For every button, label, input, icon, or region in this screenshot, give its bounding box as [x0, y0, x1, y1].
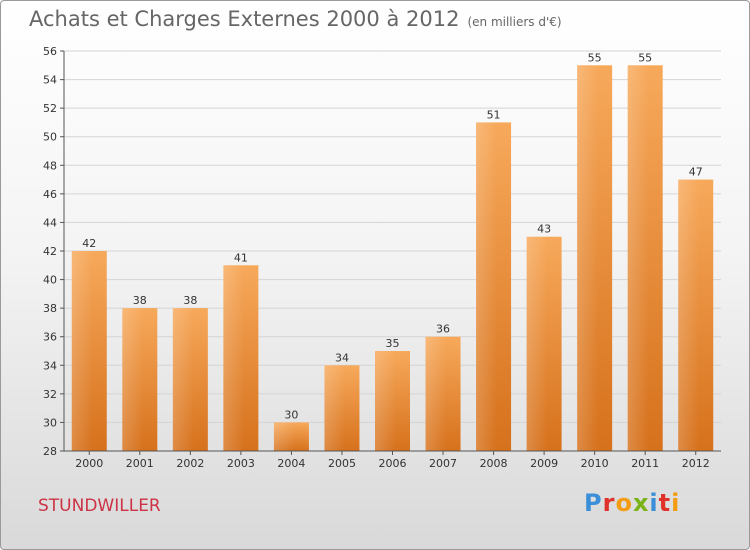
- x-tick-label: 2002: [176, 457, 204, 470]
- y-tick-label: 50: [43, 131, 57, 144]
- bar-highlight: [273, 422, 309, 451]
- x-tick-label: 2006: [379, 457, 407, 470]
- bar-value-label: 30: [284, 408, 298, 421]
- chart-title: Achats et Charges Externes 2000 à 2012 (e…: [29, 7, 562, 31]
- x-tick-label: 2009: [530, 457, 558, 470]
- x-tick-label: 2008: [480, 457, 508, 470]
- y-tick-label: 28: [43, 445, 57, 458]
- x-tick-label: 2001: [126, 457, 154, 470]
- bar-value-label: 35: [386, 337, 400, 350]
- y-tick-label: 32: [43, 388, 57, 401]
- x-tick-label: 2011: [631, 457, 659, 470]
- bar-highlight: [172, 308, 208, 451]
- bar-value-label: 55: [588, 51, 602, 64]
- bar-value-label: 43: [537, 223, 551, 236]
- y-tick-label: 44: [43, 216, 57, 229]
- bar-highlight: [324, 365, 360, 451]
- x-tick-label: 2010: [581, 457, 609, 470]
- bar-value-label: 38: [183, 294, 197, 307]
- bar-value-label: 55: [638, 51, 652, 64]
- bar-value-label: 34: [335, 351, 349, 364]
- bar-highlight: [375, 351, 410, 451]
- x-tick-label: 2005: [328, 457, 356, 470]
- proxiti-logo: Proxiti: [584, 489, 681, 517]
- bar-highlight: [223, 265, 259, 451]
- bar-value-label: 47: [689, 166, 703, 179]
- bar-highlight: [577, 65, 613, 452]
- y-tick-label: 46: [43, 188, 57, 201]
- bar-chart: 42 38 38 41 30 34 35 36 51 43 55 55 47 28 30 32 34 36 38 4…: [43, 45, 721, 470]
- y-tick-label: 42: [43, 245, 57, 258]
- bar-highlight: [476, 122, 512, 451]
- bar-value-label: 41: [234, 251, 248, 264]
- bar-value-label: 38: [133, 294, 147, 307]
- y-tick-label: 34: [43, 359, 57, 372]
- chart-subtitle: (en milliers d'€): [467, 15, 562, 29]
- bar-value-label: 42: [82, 237, 96, 250]
- y-tick-label: 56: [43, 45, 57, 58]
- bar-value-label: 36: [436, 323, 450, 336]
- y-tick-label: 30: [43, 416, 57, 429]
- bar-highlight: [122, 308, 158, 451]
- y-tick-label: 52: [43, 102, 57, 115]
- title-text: Achats et Charges Externes 2000 à 2012: [29, 7, 460, 31]
- bar-highlight: [627, 65, 663, 452]
- bar-highlight: [425, 336, 461, 451]
- x-tick-label: 2012: [682, 457, 710, 470]
- y-tick-label: 40: [43, 274, 57, 287]
- bar-highlight: [678, 179, 714, 452]
- x-tick-label: 2000: [75, 457, 103, 470]
- x-tick-label: 2003: [227, 457, 255, 470]
- x-tick-label: 2004: [277, 457, 305, 470]
- bar-value-label: 51: [487, 108, 501, 121]
- bar-highlight: [526, 236, 562, 451]
- y-tick-label: 36: [43, 331, 57, 344]
- y-tick-label: 48: [43, 159, 57, 172]
- y-tick-label: 38: [43, 302, 57, 315]
- commune-name: STUNDWILLER: [38, 496, 161, 516]
- y-tick-label: 54: [43, 74, 57, 87]
- x-tick-label: 2007: [429, 457, 457, 470]
- bar-highlight: [71, 251, 107, 451]
